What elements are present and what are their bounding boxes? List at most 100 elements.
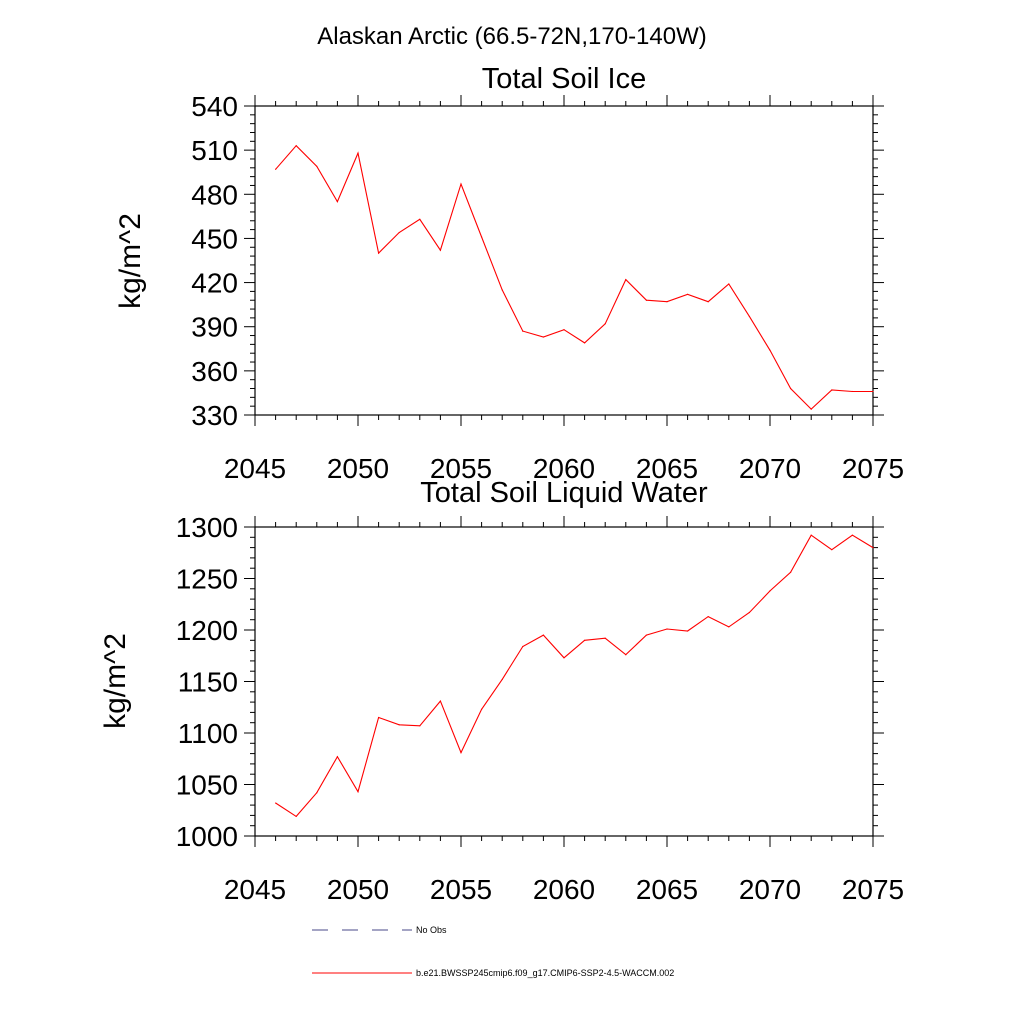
data-point [851,534,854,536]
data-point [275,168,277,170]
x-tick-label: 2045 [224,874,286,905]
data-point [728,626,730,628]
y-tick-label: 420 [191,268,238,299]
x-tick-label: 2070 [739,874,801,905]
data-point [542,336,545,338]
x-tick-label: 2050 [327,453,389,484]
data-point [378,716,380,719]
x-tick-label: 2075 [842,453,904,484]
data-point [707,616,709,618]
data-point [460,751,462,754]
y-tick-label: 480 [191,179,238,210]
data-point [439,700,441,702]
data-point [851,390,854,393]
data-point [501,289,503,291]
data-point [419,725,421,727]
data-point [666,628,668,630]
y-tick-label: 1250 [176,564,238,595]
panel-title: Total Soil Ice [482,63,646,95]
series-line [275,534,874,818]
y-axis-label: kg/m^2 [114,213,147,309]
y-tick-label: 1100 [178,718,238,749]
data-point [336,201,338,203]
data-point [522,330,524,332]
y-tick-label: 330 [191,400,238,431]
x-tick-label: 2045 [224,453,286,484]
data-point [645,299,648,301]
data-point [831,389,833,391]
data-point [481,236,483,238]
data-point [769,349,771,351]
data-point [645,634,648,636]
data-point [563,329,565,331]
data-point [357,152,359,154]
data-point [666,301,668,303]
data-point [542,634,545,636]
y-axis-label: kg/m^2 [99,633,132,729]
data-point [439,249,441,251]
data-point [790,387,792,390]
data-point [275,802,277,804]
data-point [707,301,709,303]
x-tick-label: 2055 [430,874,492,905]
data-point [563,657,565,659]
y-tick-label: 1000 [176,821,238,852]
plot-frame [254,526,874,837]
y-tick-label: 450 [191,223,238,254]
data-point [831,549,833,551]
y-tick-label: 540 [191,91,238,122]
y-tick-label: 390 [191,312,238,343]
series-line [275,144,873,410]
legend-label-model-run: b.e21.BWSSP245cmip6.f09_g17.CMIP6-SSP2-4… [416,968,674,978]
data-point [295,815,297,818]
panel-total-soil-ice: Total Soil Ice kg/m^2 2045 2050 2055 2060 20… [114,63,904,484]
data-point [810,408,812,410]
y-tick-label: 1300 [176,512,238,543]
data-point [398,724,400,726]
data-point [748,611,751,614]
x-tick-label: 2070 [739,453,801,484]
legend-label-no-obs: No Obs [416,925,447,935]
y-tick-label: 1150 [178,667,238,698]
panel-title: Total Soil Liquid Water [420,477,708,509]
data-point [728,283,730,285]
y-tick-label: 1050 [176,770,238,801]
data-point [295,145,297,147]
x-tick-label: 2065 [636,453,698,484]
legend: No Obs b.e21.BWSSP245cmip6.f09_g17.CMIP6… [312,925,674,978]
panel-total-soil-liquid-water: Total Soil Liquid Water kg/m^2 2045 2050 2… [99,477,904,905]
data-point [872,390,874,393]
data-point [419,218,421,220]
y-tick-label: 1200 [176,615,238,646]
data-point [687,630,689,632]
y-tick-label: 510 [191,135,238,166]
data-point [625,279,627,281]
x-tick-label: 2065 [636,874,698,905]
data-point [584,639,586,641]
data-point [481,708,483,710]
x-tick-label: 2050 [327,874,389,905]
x-tick-label: 2075 [842,874,904,905]
y-tick-label: 360 [191,356,238,387]
data-point [604,323,606,325]
figure-title: Alaskan Arctic (66.5-72N,170-140W) [317,23,707,50]
data-point [810,534,812,536]
data-point [378,252,380,254]
data-point [769,590,771,592]
data-point [357,791,359,793]
data-point [501,678,503,681]
x-tick-label: 2055 [430,453,492,484]
x-tick-label: 2060 [533,453,595,484]
data-point [584,342,586,344]
data-point [687,293,689,295]
data-point [790,571,792,573]
x-tick-label: 2060 [533,874,595,905]
data-point [398,231,400,234]
data-point [748,315,751,318]
data-point [604,637,606,639]
data-point [460,183,462,185]
data-point [872,547,874,549]
data-point [316,165,318,167]
data-point [336,756,338,758]
